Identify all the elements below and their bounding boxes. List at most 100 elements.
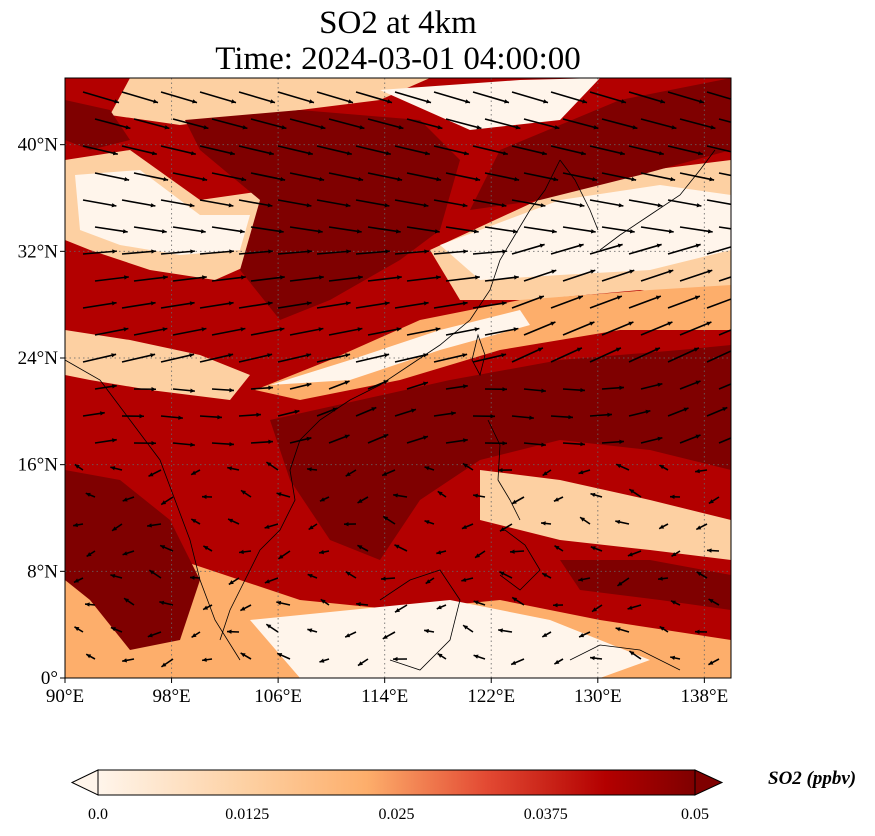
wind-arrow-head — [695, 380, 701, 385]
so2-field — [65, 78, 731, 678]
wind-arrow-head — [73, 522, 78, 528]
wind-arrow — [172, 327, 207, 336]
wind-arrow-head — [473, 229, 479, 234]
wind-arrow-head — [306, 382, 312, 387]
wind-arrow-head — [229, 387, 234, 393]
wind-arrow-head — [111, 301, 117, 306]
wind-arrow — [160, 301, 195, 309]
wind-arrow-head — [356, 602, 361, 607]
wind-arrow — [718, 383, 731, 390]
wind-arrow — [211, 172, 247, 181]
wind-arrow-head — [551, 229, 557, 234]
wind-arrow — [94, 226, 128, 233]
wind-arrow-head — [631, 177, 637, 182]
wind-arrow-head — [568, 414, 573, 420]
wind-arrow-head — [734, 296, 739, 300]
wind-arrow-head — [190, 575, 195, 580]
lon-tick-label: 90°E — [46, 686, 84, 707]
wind-arrow-head — [589, 321, 595, 326]
wind-arrow — [133, 172, 169, 181]
wind-arrow-head — [632, 125, 638, 130]
wind-arrow-head — [239, 229, 245, 234]
wind-arrow-head — [227, 466, 233, 471]
wind-arrow-head — [475, 275, 480, 280]
wind-arrow-head — [423, 353, 429, 358]
wind-arrow-head — [473, 493, 478, 498]
wind-arrow-head — [110, 573, 116, 579]
wind-arrow — [523, 118, 560, 130]
wind-arrow-head — [593, 125, 599, 130]
wind-arrow — [367, 172, 403, 181]
wind-arrow-head — [738, 99, 743, 103]
wind-arrow — [511, 145, 547, 155]
wind-arrow-head — [190, 249, 195, 254]
wind-arrow-head — [670, 494, 675, 499]
plume-dark-southwest — [65, 470, 200, 650]
wind-arrow-head — [385, 151, 391, 156]
wind-arrow-head — [671, 125, 677, 130]
wind-arrow — [121, 145, 157, 155]
wind-arrow-head — [202, 657, 207, 662]
wind-arrow — [160, 91, 198, 104]
wind-arrow-head — [553, 497, 559, 502]
wind-arrow-head — [734, 434, 739, 438]
wind-arrow-head — [111, 203, 117, 208]
wind-arrow-head — [319, 275, 324, 280]
wind-arrow — [706, 199, 731, 206]
wind-arrow-head — [357, 661, 363, 666]
wind-arrow-head — [707, 548, 712, 553]
wind-arrow-head — [465, 99, 471, 104]
wind-arrow-head — [358, 275, 363, 280]
wind-arrow-head — [345, 471, 351, 477]
wind-arrow-head — [276, 600, 282, 606]
wind-arrow-head — [515, 125, 521, 130]
wind-arrow-head — [151, 249, 156, 254]
wind-arrow-head — [577, 295, 583, 300]
wind-arrow — [82, 301, 117, 309]
wind-arrow-head — [498, 467, 503, 473]
wind-arrow-head — [733, 348, 738, 352]
wind-arrow-head — [709, 177, 715, 182]
wind-arrow-head — [189, 203, 195, 208]
wind-arrow-head — [502, 249, 507, 254]
wind-arrow — [550, 91, 588, 104]
map-title: SO2 at 4km — [319, 5, 477, 41]
wind-arrow — [472, 145, 508, 155]
wind-arrow-head — [617, 581, 623, 586]
wind-arrow — [406, 327, 441, 336]
wind-arrow — [277, 199, 312, 207]
wind-arrow-head — [148, 472, 154, 477]
wind-arrow — [367, 118, 404, 130]
wind-arrow-head — [514, 275, 519, 280]
wind-arrow-head — [239, 549, 244, 555]
map-time: Time: 2024-03-01 04:00:00 — [215, 41, 581, 77]
wind-arrow — [472, 353, 507, 363]
wind-arrow-head — [189, 301, 195, 306]
wind-arrow-head — [161, 229, 167, 234]
wind-arrow — [562, 226, 596, 233]
wind-arrow — [706, 91, 731, 100]
wind-arrow — [589, 347, 622, 363]
wind-arrow-head — [463, 249, 468, 254]
wind-arrow-head — [462, 438, 468, 443]
wind-arrow — [355, 145, 391, 155]
wind-arrow-head — [319, 497, 325, 502]
wind-arrow-head — [357, 545, 363, 550]
wind-arrow-head — [550, 321, 556, 326]
wind-arrow-head — [74, 626, 80, 631]
wind-arrow-head — [240, 606, 246, 611]
colorbar-gradient — [98, 770, 695, 795]
wind-arrow-head — [541, 442, 546, 447]
wind-arrow-head — [554, 125, 560, 130]
wind-arrow — [199, 145, 235, 155]
wind-arrow-head — [706, 321, 712, 326]
wind-arrow — [277, 250, 312, 255]
wind-arrow — [82, 91, 120, 104]
wind-arrow-head — [317, 229, 323, 234]
wind-arrow — [289, 172, 325, 181]
wind-arrow — [355, 91, 393, 104]
wind-arrow-head — [306, 203, 312, 208]
wind-arrow-head — [708, 660, 714, 665]
wind-arrow-head — [423, 301, 429, 306]
wind-arrow-head — [473, 600, 479, 605]
